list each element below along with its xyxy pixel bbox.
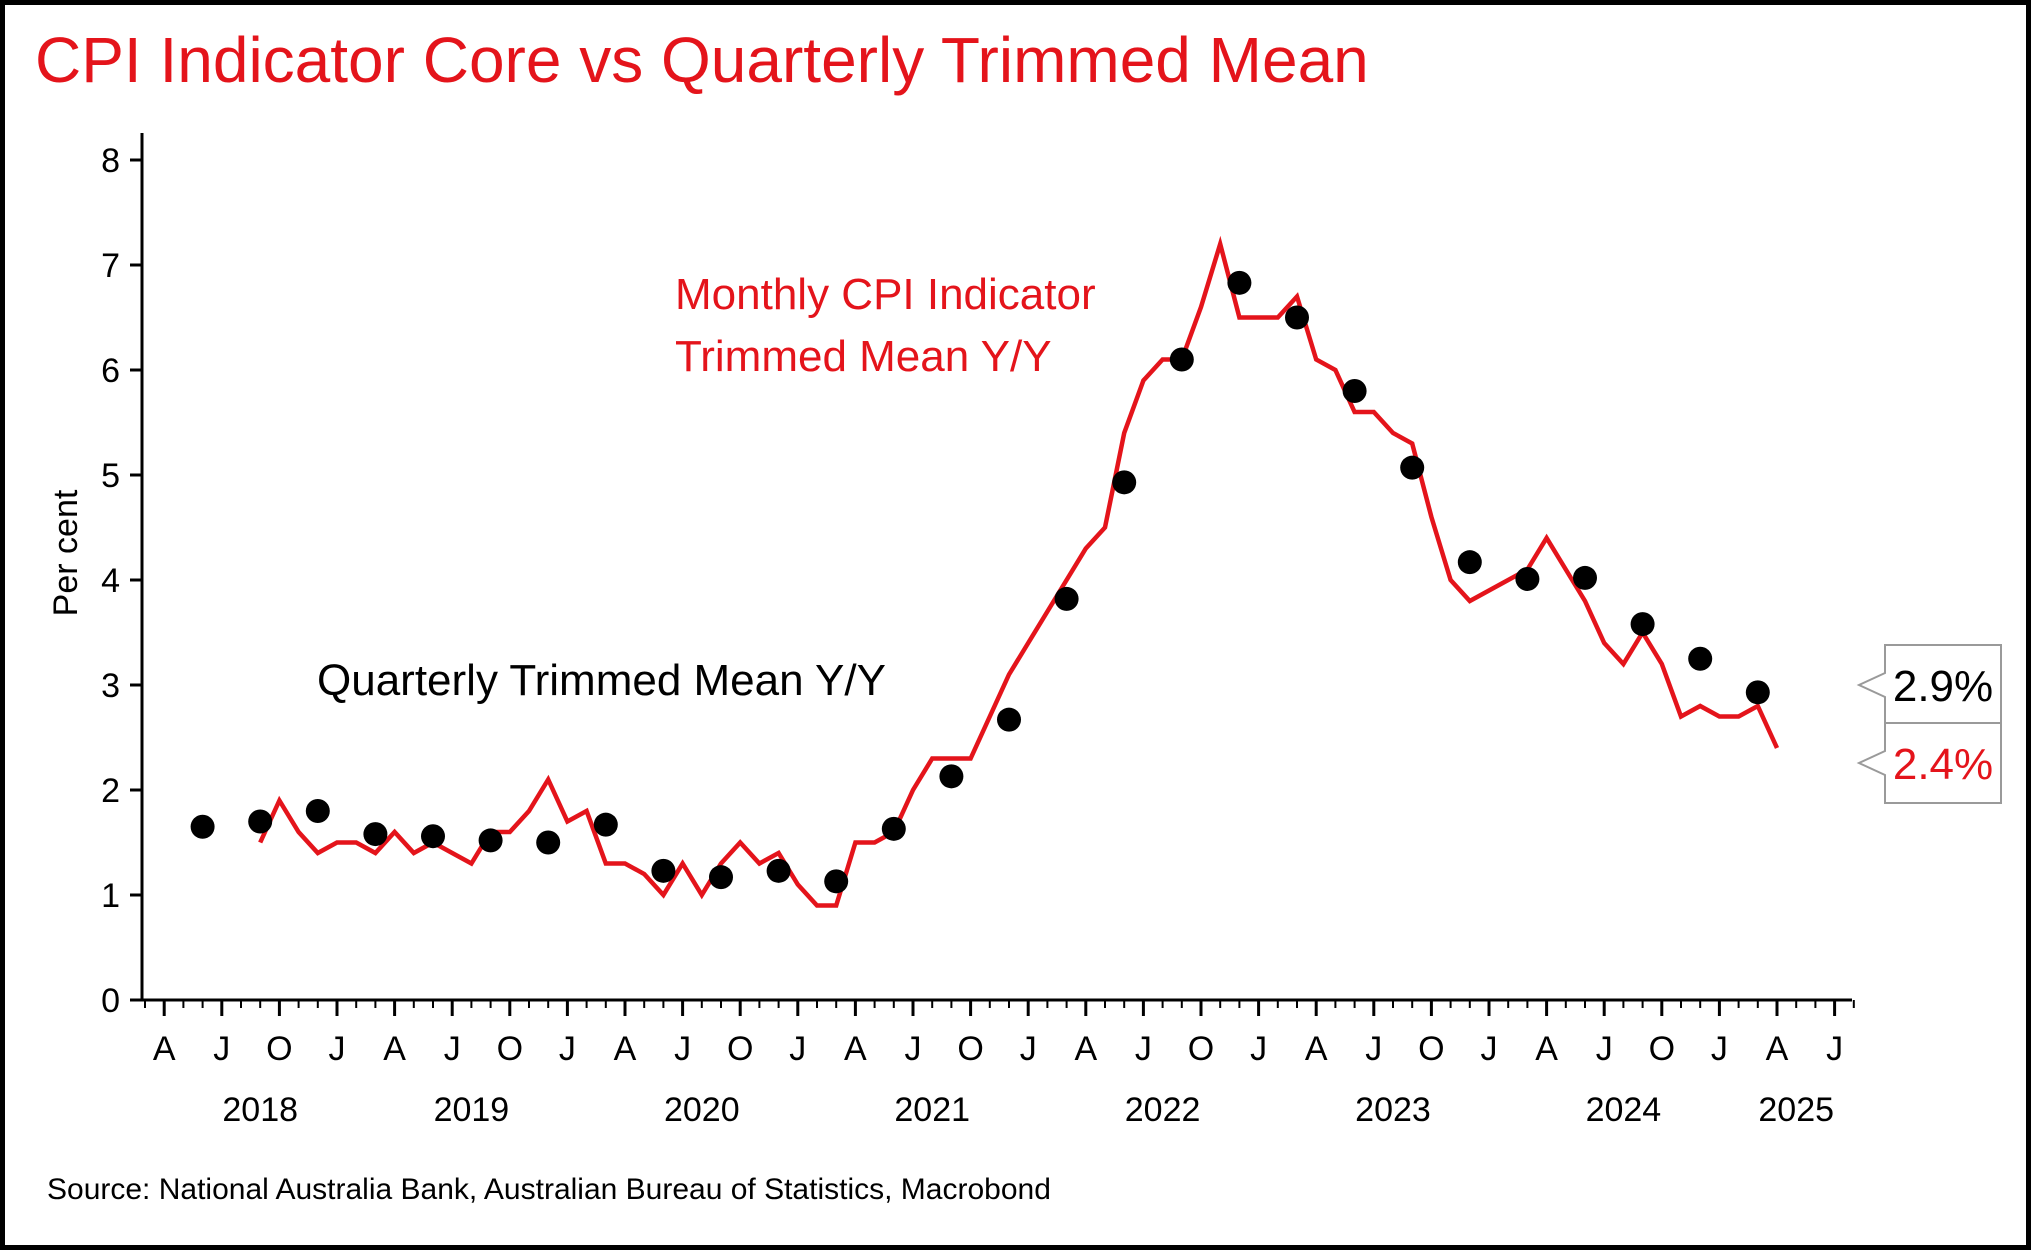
quarterly-point [881, 816, 906, 841]
quarterly-point [939, 764, 964, 789]
y-tick-label: 0 [101, 982, 120, 1020]
y-tick-label: 1 [101, 877, 120, 915]
quarterly-point [1054, 586, 1079, 611]
quarterly-point [651, 858, 676, 883]
quarterly-point [593, 812, 618, 837]
end-value-callout [1856, 722, 2002, 804]
x-tick-label: A [1766, 1030, 1789, 1068]
x-tick-label: J [444, 1030, 461, 1068]
x-tick-label: J [789, 1030, 806, 1068]
chart-title: CPI Indicator Core vs Quarterly Trimmed … [35, 24, 1369, 96]
quarterly-point [478, 828, 503, 853]
x-tick-label: O [957, 1030, 983, 1068]
x-tick-label: J [1250, 1030, 1267, 1068]
quarterly-point [363, 822, 388, 847]
quarterly-point [421, 824, 445, 849]
x-tick-label: J [1135, 1030, 1152, 1068]
y-tick-label: 4 [101, 562, 120, 600]
x-year-label: 2024 [1586, 1091, 1662, 1129]
y-tick-label: 2 [101, 772, 120, 810]
x-year-label: 2025 [1758, 1091, 1834, 1129]
quarterly-point [1688, 646, 1713, 671]
y-tick-label: 7 [101, 247, 120, 285]
quarterly-point [1745, 680, 1770, 705]
x-year-label: 2020 [664, 1091, 740, 1129]
quarterly-point [248, 809, 273, 834]
x-tick-label: J [1481, 1030, 1498, 1068]
x-tick-label: A [614, 1030, 637, 1068]
y-tick-label: 6 [101, 352, 120, 390]
x-year-label: 2019 [434, 1091, 510, 1129]
quarterly-point [709, 865, 733, 890]
x-tick-label: A [1074, 1030, 1097, 1068]
y-tick-label: 5 [101, 457, 120, 495]
quarterly-point [766, 858, 791, 883]
x-tick-label: A [844, 1030, 867, 1068]
x-tick-label: J [329, 1030, 346, 1068]
y-tick-label: 8 [101, 142, 120, 180]
x-tick-label: J [1826, 1030, 1843, 1068]
x-tick-label: A [153, 1030, 176, 1068]
x-tick-label: J [905, 1030, 922, 1068]
x-tick-label: O [497, 1030, 523, 1068]
quarterly-point [190, 814, 215, 839]
x-tick-label: J [1596, 1030, 1613, 1068]
quarterly-point [1169, 347, 1194, 372]
x-tick-label: J [1020, 1030, 1037, 1068]
quarterly-point [1515, 566, 1540, 591]
x-tick-label: J [674, 1030, 691, 1068]
quarterly-point [1573, 565, 1597, 590]
x-year-label: 2021 [894, 1091, 970, 1129]
quarterly-series-label: Quarterly Trimmed Mean Y/Y [317, 656, 886, 705]
x-tick-label: J [213, 1030, 230, 1068]
x-tick-label: O [727, 1030, 753, 1068]
quarterly-point [1285, 305, 1309, 330]
quarterly-point [1342, 379, 1367, 403]
x-tick-label: J [559, 1030, 576, 1068]
end-value-label: 2.9% [1893, 662, 1993, 711]
x-tick-label: A [1305, 1030, 1328, 1068]
x-year-label: 2018 [222, 1091, 298, 1129]
x-tick-label: O [1418, 1030, 1444, 1068]
quarterly-point [1227, 270, 1252, 295]
quarterly-point [997, 707, 1021, 732]
x-tick-label: J [1711, 1030, 1728, 1068]
x-tick-label: J [1365, 1030, 1382, 1068]
x-year-label: 2022 [1125, 1091, 1201, 1129]
source-note: Source: National Australia Bank, Austral… [47, 1173, 1051, 1206]
y-axis-title: Per cent [47, 489, 85, 616]
quarterly-point [1457, 550, 1482, 575]
quarterly-point [1112, 470, 1137, 495]
quarterly-point [536, 830, 561, 855]
x-tick-label: O [1649, 1030, 1675, 1068]
end-value-label: 2.4% [1893, 740, 1993, 789]
quarterly-point [1400, 455, 1425, 480]
x-tick-label: O [1188, 1030, 1214, 1068]
monthly-series-label: Monthly CPI Indicator [675, 270, 1096, 319]
y-tick-label: 3 [101, 667, 120, 705]
x-tick-label: O [266, 1030, 292, 1068]
monthly-series-label: Trimmed Mean Y/Y [675, 332, 1052, 381]
x-tick-label: A [1535, 1030, 1558, 1068]
end-value-callout [1856, 644, 2002, 726]
quarterly-point [305, 799, 330, 823]
quarterly-point [1630, 612, 1655, 637]
x-year-label: 2023 [1355, 1091, 1431, 1129]
x-tick-label: A [383, 1030, 406, 1068]
quarterly-point [824, 869, 849, 894]
